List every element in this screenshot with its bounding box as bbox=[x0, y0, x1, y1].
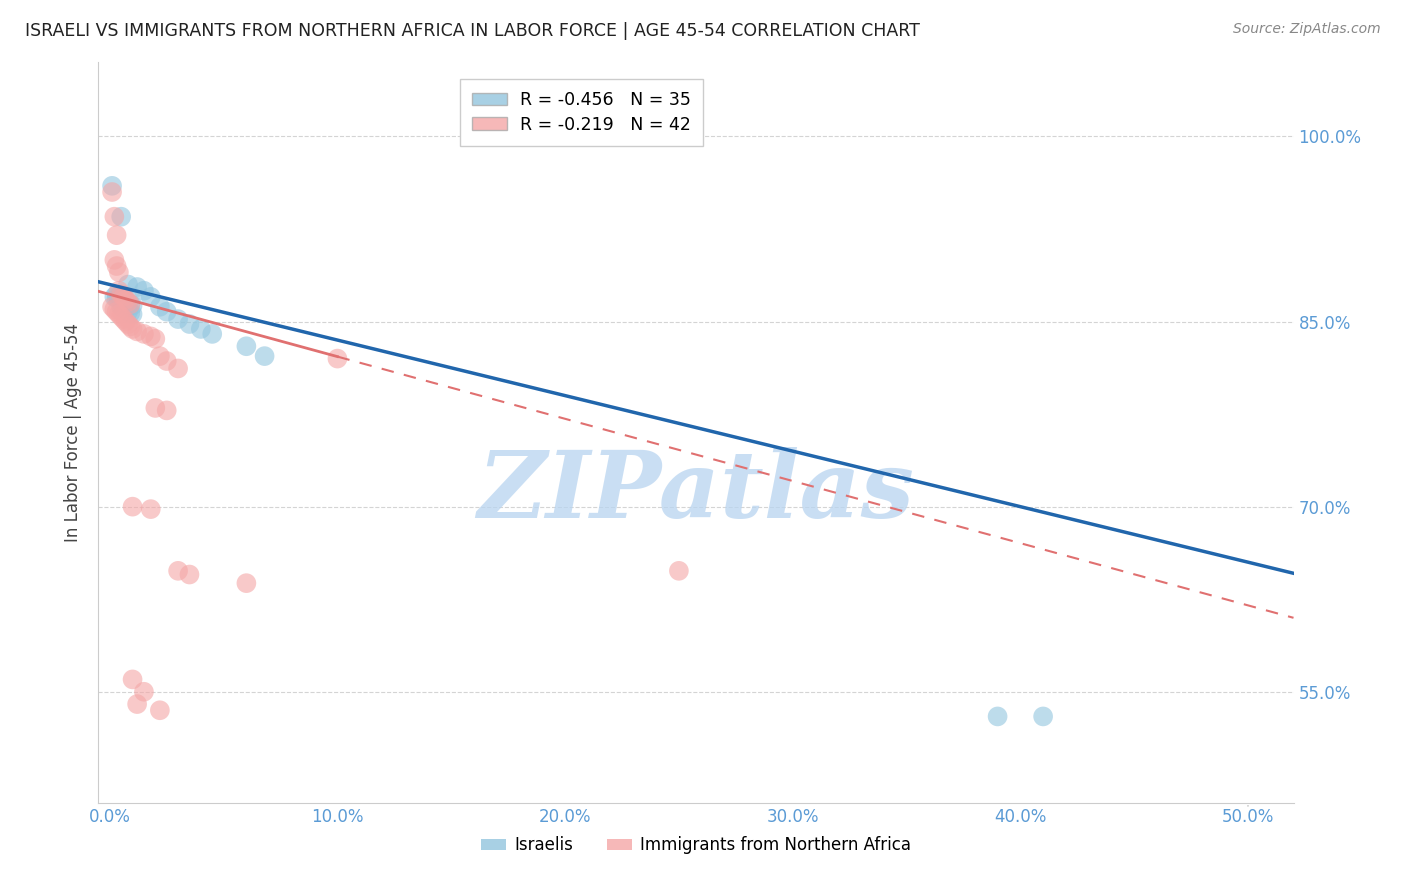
Point bbox=[108, 265, 131, 279]
Point bbox=[143, 401, 166, 415]
Point bbox=[149, 703, 172, 717]
Point bbox=[132, 326, 155, 341]
Point bbox=[179, 567, 201, 582]
Point bbox=[105, 287, 128, 301]
Point bbox=[110, 210, 132, 224]
Point bbox=[105, 304, 128, 318]
Point bbox=[201, 326, 224, 341]
Point bbox=[132, 685, 155, 699]
Point bbox=[117, 296, 139, 310]
Point bbox=[167, 312, 190, 326]
Point bbox=[156, 354, 179, 368]
Point bbox=[143, 332, 166, 346]
Text: Source: ZipAtlas.com: Source: ZipAtlas.com bbox=[1233, 22, 1381, 37]
Point bbox=[108, 293, 131, 307]
Point bbox=[108, 284, 131, 298]
Point bbox=[112, 293, 135, 308]
Point bbox=[987, 709, 1010, 723]
Point bbox=[235, 339, 257, 353]
Point bbox=[132, 284, 155, 298]
Point bbox=[110, 287, 132, 301]
Point bbox=[127, 697, 149, 711]
Point bbox=[117, 317, 139, 331]
Point bbox=[110, 293, 132, 307]
Point bbox=[121, 673, 143, 687]
Point bbox=[121, 299, 143, 313]
Point bbox=[101, 178, 124, 193]
Point bbox=[112, 301, 135, 315]
Point bbox=[1032, 709, 1054, 723]
Point bbox=[103, 302, 125, 317]
Point bbox=[253, 349, 276, 363]
Point bbox=[117, 277, 139, 292]
Point bbox=[485, 129, 508, 144]
Point bbox=[117, 294, 139, 309]
Point bbox=[105, 228, 128, 243]
Point bbox=[103, 210, 125, 224]
Point bbox=[103, 252, 125, 267]
Point bbox=[105, 259, 128, 273]
Legend: Israelis, Immigrants from Northern Africa: Israelis, Immigrants from Northern Afric… bbox=[474, 830, 918, 861]
Point bbox=[139, 290, 162, 304]
Point bbox=[105, 291, 128, 305]
Point bbox=[190, 322, 212, 336]
Text: ISRAELI VS IMMIGRANTS FROM NORTHERN AFRICA IN LABOR FORCE | AGE 45-54 CORRELATIO: ISRAELI VS IMMIGRANTS FROM NORTHERN AFRI… bbox=[25, 22, 920, 40]
Point bbox=[108, 290, 131, 304]
Point bbox=[167, 361, 190, 376]
Point bbox=[114, 293, 136, 307]
Point bbox=[120, 306, 142, 320]
Point bbox=[326, 351, 349, 366]
Point bbox=[114, 315, 136, 329]
Point bbox=[112, 312, 135, 326]
Point bbox=[121, 307, 143, 321]
Point bbox=[108, 307, 131, 321]
Point bbox=[179, 317, 201, 331]
Point bbox=[127, 325, 149, 339]
Point bbox=[114, 302, 136, 317]
Point bbox=[120, 297, 142, 311]
Point bbox=[120, 319, 142, 334]
Point bbox=[112, 290, 135, 304]
Point bbox=[156, 304, 179, 318]
Point bbox=[101, 185, 124, 199]
Point bbox=[235, 576, 257, 591]
Point bbox=[139, 329, 162, 343]
Point bbox=[110, 300, 132, 314]
Point bbox=[149, 349, 172, 363]
Text: ZIPatlas: ZIPatlas bbox=[478, 447, 914, 537]
Point bbox=[156, 403, 179, 417]
Point bbox=[101, 300, 124, 314]
Point bbox=[668, 564, 690, 578]
Y-axis label: In Labor Force | Age 45-54: In Labor Force | Age 45-54 bbox=[65, 323, 83, 542]
Point bbox=[114, 294, 136, 309]
Point bbox=[121, 500, 143, 514]
Point bbox=[149, 300, 172, 314]
Point bbox=[103, 290, 125, 304]
Point bbox=[117, 304, 139, 318]
Point bbox=[127, 280, 149, 294]
Point bbox=[120, 297, 142, 311]
Point bbox=[121, 322, 143, 336]
Point bbox=[167, 564, 190, 578]
Point bbox=[110, 310, 132, 324]
Point bbox=[139, 502, 162, 516]
